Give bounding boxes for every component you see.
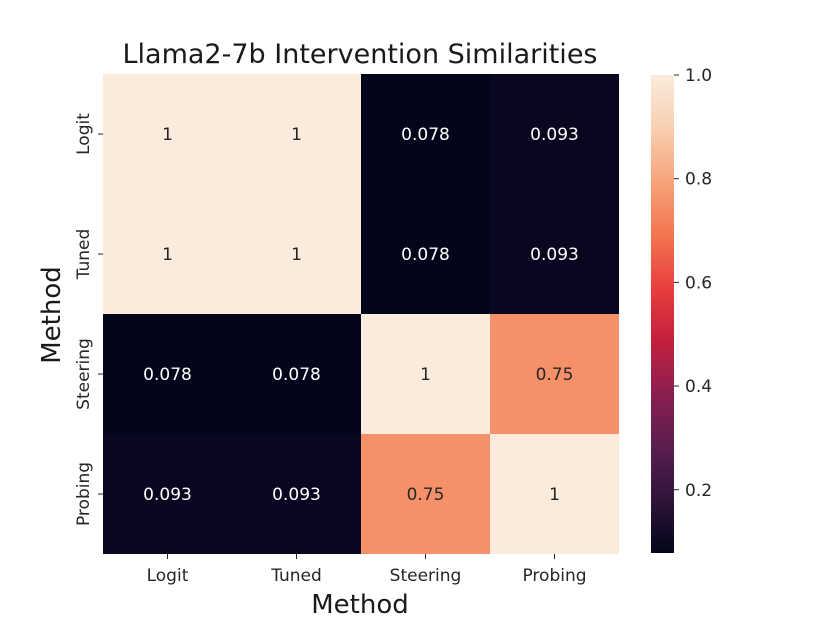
heatmap-cell [103,314,232,434]
heatmap-cell [361,314,490,434]
heatmap-cell [103,434,232,554]
cell-value-label: 1 [291,125,302,145]
cell-value-label: 0.078 [401,125,450,145]
cell-value-label: 0.75 [536,365,574,385]
colorbar-tick-label: 0.2 [685,481,712,501]
cell-value-label: 0.078 [401,245,450,265]
x-tick-label: Probing [522,566,586,586]
colorbar-tick-label: 1.0 [685,66,712,86]
y-axis-label: Method [37,266,67,364]
y-tick-label: Probing [74,462,94,526]
cell-value-label: 0.093 [272,485,321,505]
x-tick-labels: Logit Tuned Steering Probing [147,554,587,586]
colorbar [651,75,674,553]
cell-value-label: 1 [162,245,173,265]
heatmap-cell [232,314,361,434]
heatmap-cell [232,194,361,314]
cell-value-label: 1 [420,365,431,385]
y-tick-label: Logit [74,113,94,155]
colorbar-tick-label: 0.8 [685,170,712,190]
heatmap-cell [490,74,619,194]
heatmap-cell [361,194,490,314]
y-tick-label: Tuned [74,229,94,281]
y-tick-labels: Logit Tuned Steering Probing [74,113,103,526]
x-axis-label: Method [311,590,409,620]
heatmap-cell [103,194,232,314]
heatmap-cell [232,74,361,194]
colorbar-tick-label: 0.4 [685,377,712,397]
x-tick-label: Steering [390,566,462,586]
cell-value-label: 0.078 [272,365,321,385]
x-tick-label: Tuned [270,566,322,586]
cell-value-label: 0.078 [143,365,192,385]
colorbar-ticks: 0.2 0.4 0.6 0.8 1.0 [674,66,712,501]
cell-value-label: 0.75 [407,485,445,505]
heatmap-cell [103,74,232,194]
cell-value-label: 0.093 [530,125,579,145]
cell-value-label: 0.093 [530,245,579,265]
chart-title: Llama2-7b Intervention Similarities [123,39,598,70]
heatmap-cell [490,314,619,434]
cell-value-label: 0.093 [143,485,192,505]
cell-value-label: 1 [162,125,173,145]
heatmap-cell [232,434,361,554]
cell-value-label: 1 [549,485,560,505]
y-tick-label: Steering [74,338,94,410]
heatmap-cell [361,434,490,554]
heatmap-cell [490,194,619,314]
heatmap-cell [361,74,490,194]
cell-value-label: 1 [291,245,302,265]
heatmap-cell [490,434,619,554]
colorbar-tick-label: 0.6 [685,273,712,293]
heatmap-cells: 1 1 0.078 0.093 1 1 0.078 0.093 0.078 0.078 1 0.75 0… [103,74,619,554]
x-tick-label: Logit [147,566,189,586]
